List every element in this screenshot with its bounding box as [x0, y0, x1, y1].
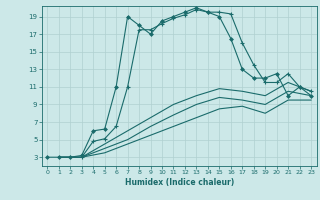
X-axis label: Humidex (Indice chaleur): Humidex (Indice chaleur) [124, 178, 234, 187]
